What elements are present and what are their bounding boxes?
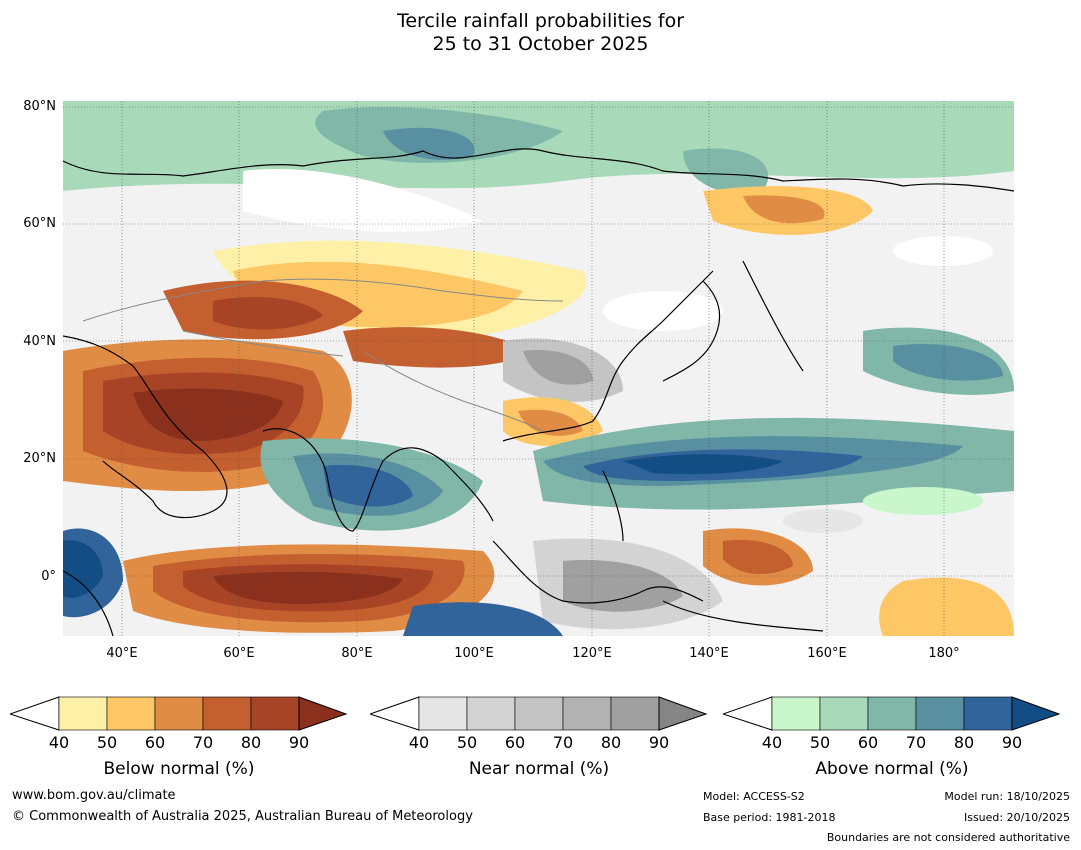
colorbar-near-label: Near normal (%): [468, 759, 610, 779]
tick-label: 60: [857, 733, 879, 752]
lat-label-20n: 20°N: [23, 451, 56, 466]
lat-label-0: 0°: [41, 569, 56, 584]
footer-copyright: © Commonwealth of Australia 2025, Austra…: [12, 809, 473, 824]
colorbar-above-label: Above normal (%): [815, 759, 969, 779]
tick-label: 90: [1001, 733, 1023, 752]
lon-label-60e: 60°E: [223, 646, 255, 661]
tick-label: 80: [240, 733, 262, 752]
map-title-line1: Tercile rainfall probabilities for: [396, 10, 685, 32]
tick-label: 80: [600, 733, 622, 752]
tick-label: 40: [761, 733, 783, 752]
lon-label-160e: 160°E: [807, 646, 847, 661]
colorbar-below-normal: [10, 696, 348, 731]
lon-label-180: 180°: [928, 646, 960, 661]
footer-disclaimer: Boundaries are not considered authoritat…: [826, 831, 1070, 844]
footer-model: Model: ACCESS-S2: [703, 790, 805, 803]
map-canvas: [63, 101, 1014, 636]
colorbar-near-normal: [370, 696, 708, 731]
probability-map: [63, 101, 1014, 636]
lat-label-40n: 40°N: [23, 334, 56, 349]
lon-label-80e: 80°E: [341, 646, 373, 661]
tick-label: 90: [288, 733, 310, 752]
tick-label: 70: [192, 733, 214, 752]
lon-label-140e: 140°E: [689, 646, 729, 661]
tick-label: 90: [648, 733, 670, 752]
lon-label-120e: 120°E: [572, 646, 612, 661]
tick-label: 40: [408, 733, 430, 752]
colorbar-below-label: Below normal (%): [103, 759, 255, 779]
footer-url[interactable]: www.bom.gov.au/climate: [12, 788, 176, 803]
tick-label: 50: [96, 733, 118, 752]
tick-label: 40: [48, 733, 70, 752]
tick-label: 70: [905, 733, 927, 752]
footer-base-period: Base period: 1981-2018: [703, 811, 836, 824]
tick-label: 80: [953, 733, 975, 752]
lat-label-60n: 60°N: [23, 216, 56, 231]
tick-label: 60: [144, 733, 166, 752]
tick-label: 70: [552, 733, 574, 752]
tick-label: 50: [456, 733, 478, 752]
tick-label: 50: [809, 733, 831, 752]
lon-label-100e: 100°E: [454, 646, 494, 661]
footer-model-run: Model run: 18/10/2025: [944, 790, 1070, 803]
footer-issued: Issued: 20/10/2025: [963, 811, 1070, 824]
tick-label: 60: [504, 733, 526, 752]
lon-label-40e: 40°E: [106, 646, 138, 661]
map-title-line2: 25 to 31 October 2025: [432, 33, 649, 55]
lat-label-80n: 80°N: [23, 99, 56, 114]
colorbar-above-normal: [723, 696, 1061, 731]
